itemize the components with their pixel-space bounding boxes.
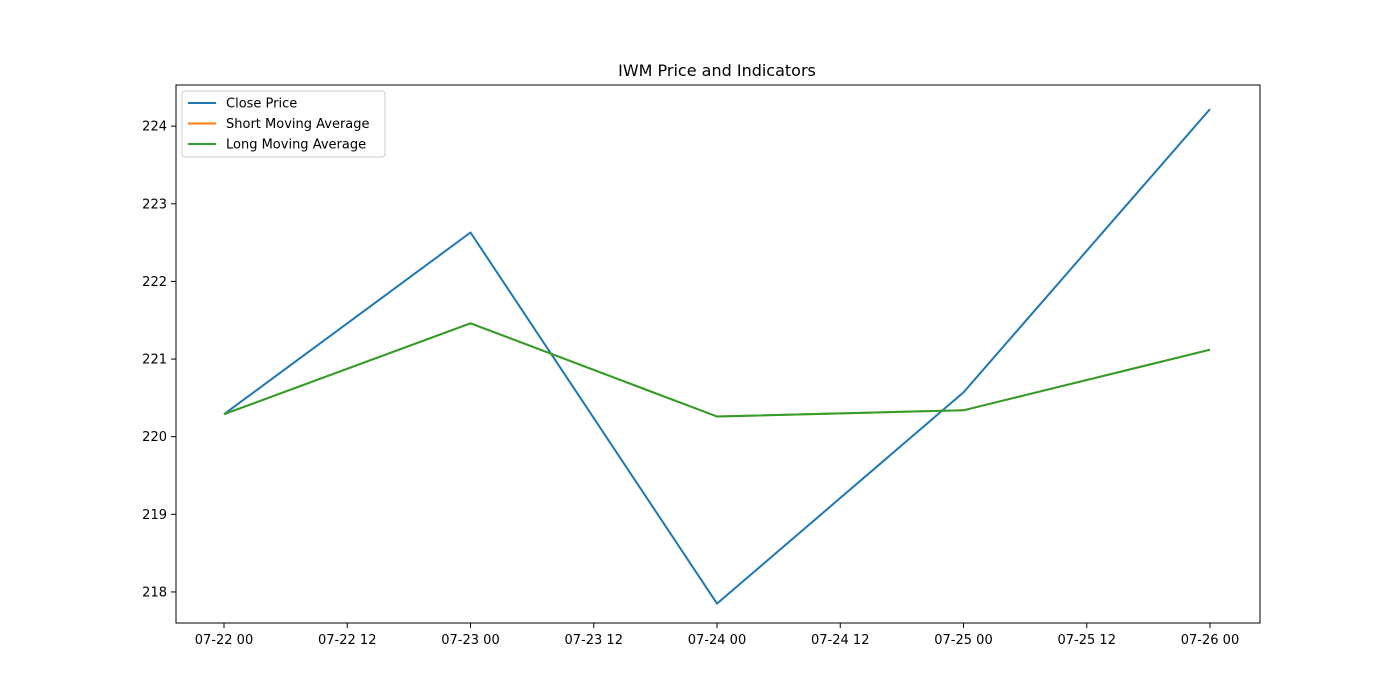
series-line-0 — [223, 108, 1211, 605]
x-tick-label: 07-24 00 — [688, 633, 746, 648]
legend: Close Price Short Moving Average Long Movi… — [181, 90, 386, 158]
x-tick-label: 07-25 12 — [1058, 633, 1116, 648]
y-tick-label: 218 — [142, 585, 167, 600]
x-tick-label: 07-25 00 — [934, 633, 992, 648]
series-layer — [223, 108, 1211, 605]
y-tick-label: 219 — [142, 508, 167, 523]
series-line-2 — [223, 322, 1211, 418]
x-tick-label: 07-23 00 — [441, 633, 499, 648]
x-tick-label: 07-26 00 — [1181, 633, 1239, 648]
legend-label-0: Close Price — [226, 97, 297, 112]
x-tick-label: 07-23 12 — [565, 633, 623, 648]
y-tick-label: 222 — [142, 275, 167, 290]
y-tick-label: 224 — [142, 120, 167, 135]
legend-box — [181, 90, 386, 158]
y-axis: 218 219 220 221 222 223 224 — [142, 120, 176, 600]
x-tick-label: 07-22 12 — [318, 633, 376, 648]
x-tick-label: 07-22 00 — [195, 633, 253, 648]
legend-label-2: Long Moving Average — [226, 138, 366, 153]
x-axis: 07-22 00 07-22 12 07-23 00 07-23 12 07-24 00… — [195, 623, 1239, 648]
legend-label-1: Short Moving Average — [226, 117, 370, 132]
y-tick-label: 223 — [142, 197, 167, 212]
y-tick-label: 220 — [142, 430, 167, 445]
chart-title: IWM Price and Indicators — [618, 61, 816, 80]
plot-frame — [175, 84, 1261, 624]
x-tick-label: 07-24 12 — [811, 633, 869, 648]
y-tick-label: 221 — [142, 353, 167, 368]
